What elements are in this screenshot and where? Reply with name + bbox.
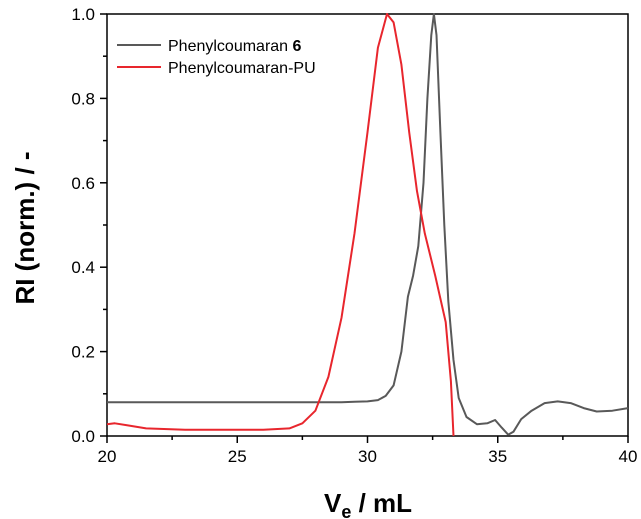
legend-label-0: Phenylcoumaran 6: [168, 38, 302, 55]
plot-frame-group: [106, 13, 629, 437]
y-tick-label: 0.4: [71, 258, 95, 277]
x-axis-title-subscript: e: [341, 502, 351, 519]
x-axis-title-main: V: [324, 488, 342, 518]
y-axis-ticks: 0.0 0.2 0.4 0.6 0.8 1.0: [71, 5, 107, 446]
y-tick-label: 1.0: [71, 5, 95, 24]
x-tick-label: 30: [358, 447, 377, 466]
x-axis-ticks: 20 25 30 35 40: [98, 436, 638, 466]
legend: Phenylcoumaran 6 Phenylcoumaran-PU: [117, 38, 316, 77]
x-axis-title-rest: / mL: [351, 488, 412, 518]
plot-frame: [106, 13, 629, 437]
y-tick-label: 0.6: [71, 174, 95, 193]
x-tick-label: 35: [488, 447, 507, 466]
y-tick-label: 0.2: [71, 343, 95, 362]
legend-label-name: Phenylcoumaran: [168, 38, 288, 55]
legend-label-1: Phenylcoumaran-PU: [168, 60, 316, 77]
series-line-1: [106, 13, 455, 437]
y-tick-label: 0.8: [71, 89, 95, 108]
legend-label-name: Phenylcoumaran-PU: [168, 60, 316, 77]
x-tick-label: 25: [228, 447, 247, 466]
x-tick-label: 20: [98, 447, 117, 466]
series-line-0: [107, 13, 629, 436]
x-axis-title: Ve / mL: [324, 488, 412, 519]
y-axis-title: RI (norm.) / -: [10, 151, 40, 304]
x-tick-label: 40: [619, 447, 638, 466]
legend-label-compound-number: 6: [288, 38, 301, 55]
y-tick-label: 0.0: [71, 427, 95, 446]
series-group: [106, 13, 629, 437]
